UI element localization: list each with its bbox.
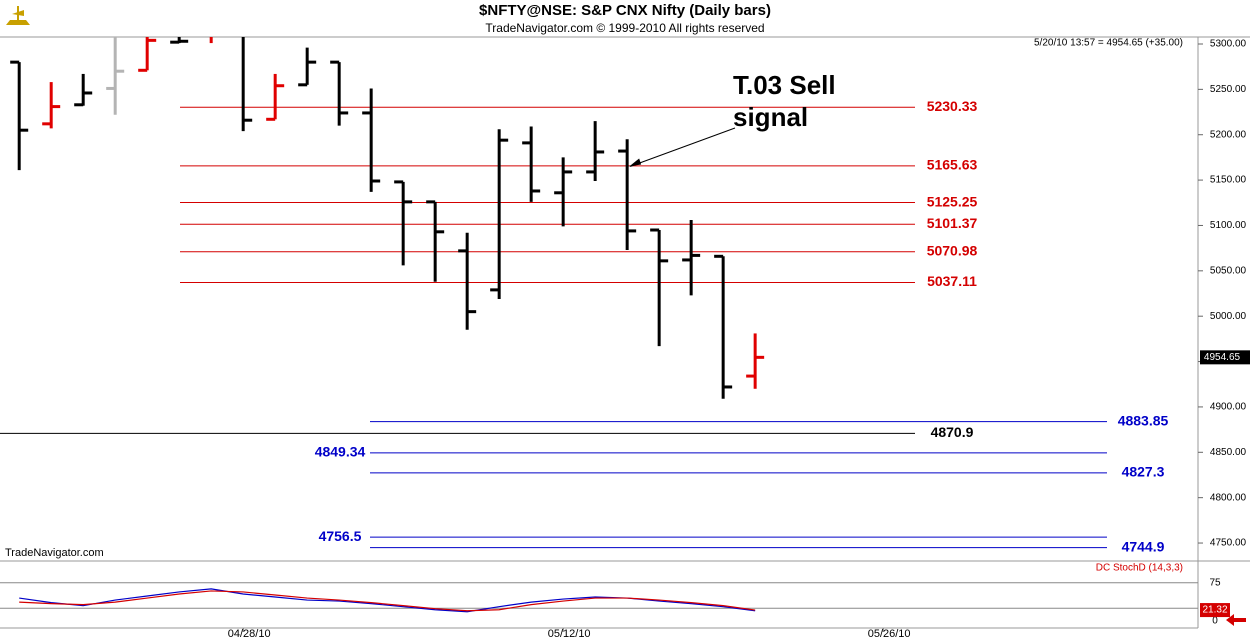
x-tick-label: 05/26/10 <box>868 628 911 640</box>
x-tick-label: 05/12/10 <box>548 628 591 640</box>
watermark: TradeNavigator.com <box>5 547 104 559</box>
resistance-label: 5125.25 <box>927 193 978 209</box>
chart-subtitle: TradeNavigator.com © 1999-2010 All right… <box>485 21 764 35</box>
y-tick-label: 4750.00 <box>1210 538 1247 549</box>
indicator-marker: 21.32 <box>1202 605 1227 616</box>
annotation-arrowhead <box>629 158 642 167</box>
y-tick-label: 5200.00 <box>1210 129 1247 140</box>
x-tick-label: 04/28/10 <box>228 628 271 640</box>
annotation-arrow <box>629 127 736 167</box>
y-tick-label: 4850.00 <box>1210 447 1247 458</box>
y-tick-label: 4900.00 <box>1210 402 1247 413</box>
annotation-text: signal <box>733 102 808 132</box>
y-tick-label: 5250.00 <box>1210 84 1247 95</box>
y-tick-label: 5000.00 <box>1210 311 1247 322</box>
scroll-arrow[interactable] <box>1226 614 1246 626</box>
y-tick-label: 5150.00 <box>1210 175 1247 186</box>
indicator-title: DC StochD (14,3,3) <box>1096 563 1183 574</box>
y-tick-label: 5100.00 <box>1210 220 1247 231</box>
y-tick-label: 4800.00 <box>1210 492 1247 503</box>
pivot-label: 4870.9 <box>931 424 974 440</box>
y-tick-label: 5300.00 <box>1210 39 1247 50</box>
price-marker-box <box>1200 350 1250 365</box>
y-tick-label: 5050.00 <box>1210 265 1247 276</box>
indicator-line <box>19 590 756 612</box>
indicator-marker-box <box>1200 603 1230 618</box>
annotation-text: T.03 Sell <box>733 70 836 100</box>
price-marker: 4954.65 <box>1204 352 1241 363</box>
support-label: 4883.85 <box>1118 412 1169 428</box>
support-label: 4744.9 <box>1122 538 1165 554</box>
chart-title: $NFTY@NSE: S&P CNX Nifty (Daily bars) <box>479 2 771 19</box>
info-text: 5/20/10 13:57 = 4954.65 (+35.00) <box>1034 38 1183 49</box>
indicator-tick-label: 75 <box>1209 577 1221 588</box>
support-label: 4849.34 <box>315 444 366 460</box>
logo <box>6 6 30 25</box>
support-label: 4756.5 <box>319 528 362 544</box>
resistance-label: 5101.37 <box>927 215 978 231</box>
plot-area <box>0 37 1107 549</box>
resistance-label: 5230.33 <box>927 98 978 114</box>
support-label: 4827.3 <box>1122 464 1165 480</box>
resistance-label: 5037.11 <box>927 273 977 289</box>
indicator-tick-label: 0 <box>1212 616 1218 627</box>
resistance-label: 5165.63 <box>927 157 978 173</box>
resistance-label: 5070.98 <box>927 242 978 258</box>
indicator-area <box>0 582 1198 613</box>
